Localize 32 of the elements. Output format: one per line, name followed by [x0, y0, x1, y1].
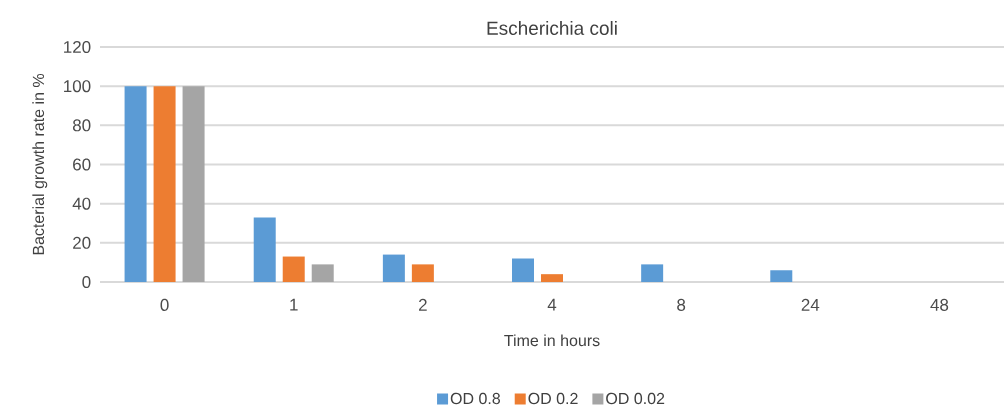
chart-title: Escherichia coli [487, 21, 617, 35]
y-tick-label: 40 [72, 197, 91, 210]
x-tick-label: 0 [160, 298, 169, 311]
x-tick-label: 4 [547, 298, 557, 311]
bar [253, 217, 276, 282]
y-tick-label: 80 [72, 119, 91, 132]
x-axis-title: Time in hours [504, 334, 600, 347]
x-tick-label: 8 [677, 298, 686, 311]
bar [382, 254, 405, 282]
y-tick-label: 20 [73, 236, 91, 249]
bar [311, 264, 334, 282]
bar [541, 274, 564, 282]
x-tick-label: 48 [930, 298, 949, 311]
y-axis-title: Bacterial growth rate in % [32, 73, 48, 255]
x-tick-label: 24 [801, 298, 820, 311]
bar [153, 86, 176, 282]
legend-label: OD 0.02 [606, 392, 665, 405]
y-tick-label: 60 [73, 158, 91, 171]
y-tick-label: 0 [82, 275, 91, 289]
y-tick-label: 100 [64, 80, 91, 93]
legend-label: OD 0.2 [528, 392, 578, 405]
legend-label: OD 0.8 [450, 392, 501, 405]
bar [770, 270, 793, 282]
bar [124, 86, 147, 282]
bar [641, 264, 664, 282]
bar [282, 256, 305, 282]
bar [411, 264, 434, 282]
x-tick-label: 1 [290, 298, 298, 311]
bar [512, 258, 535, 282]
x-tick-label: 2 [419, 298, 427, 311]
bar [182, 86, 205, 282]
y-tick-label: 120 [64, 40, 91, 54]
